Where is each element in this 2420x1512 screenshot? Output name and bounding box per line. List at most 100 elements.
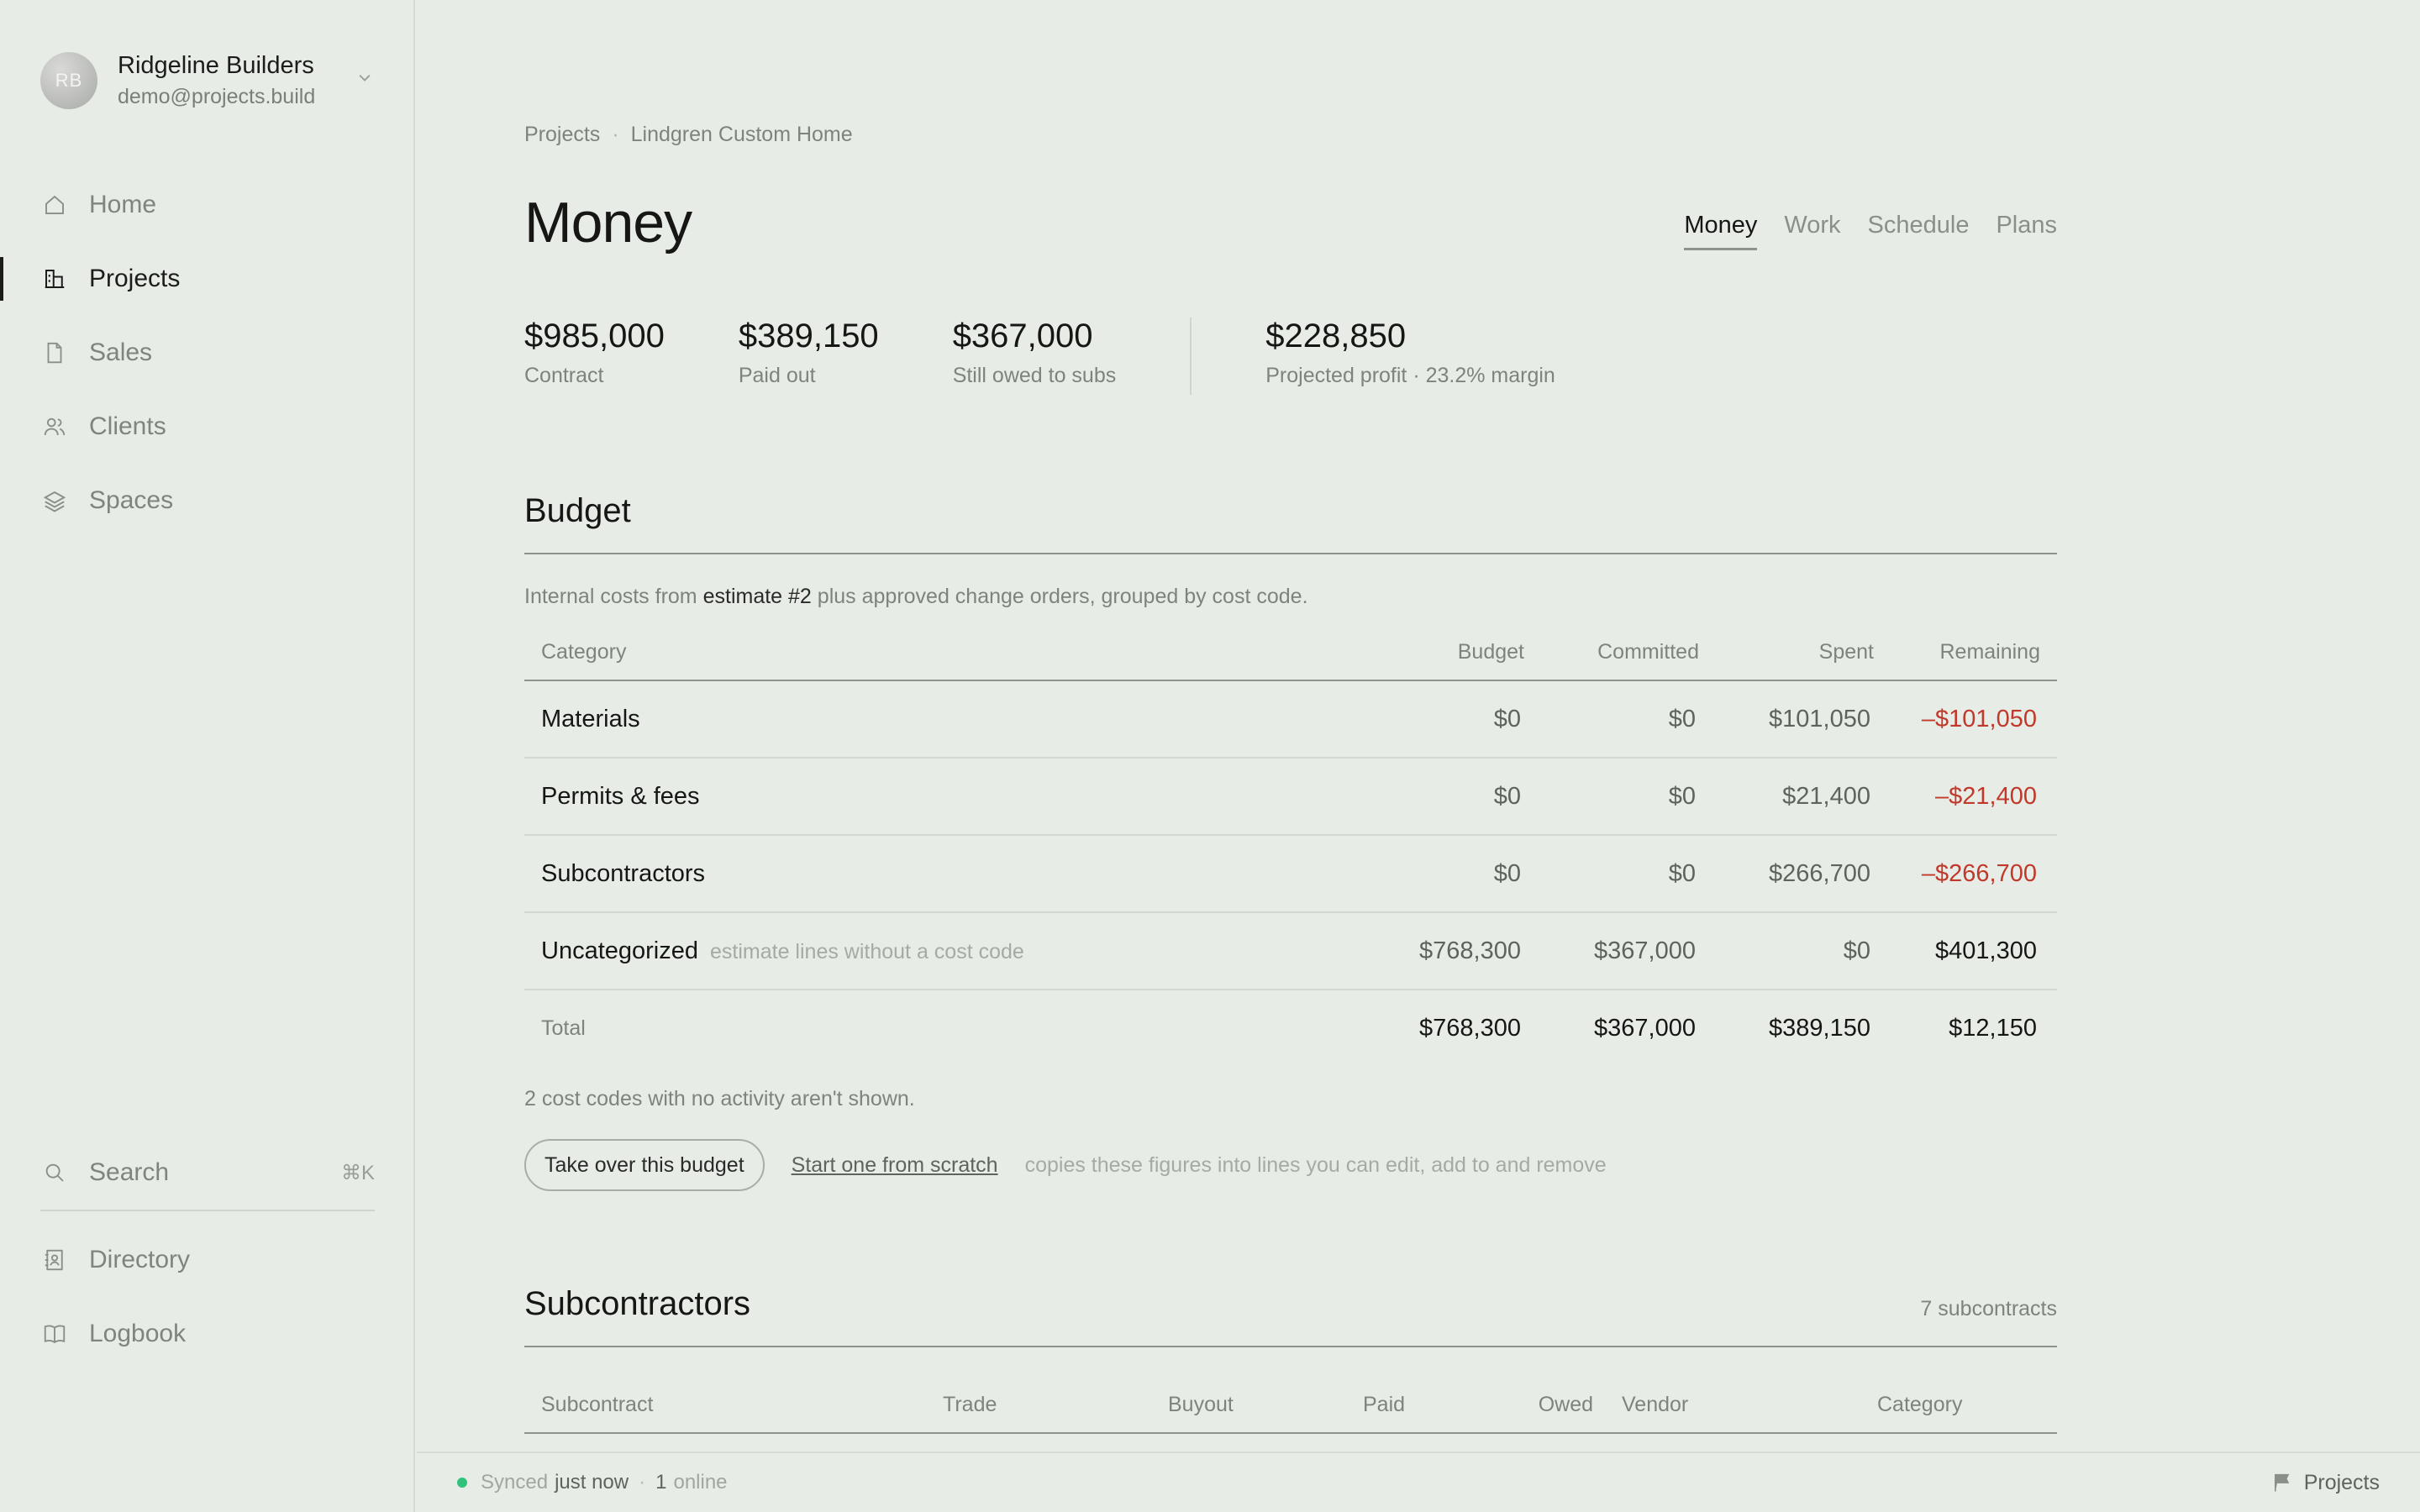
col-subcontract: Subcontract <box>524 1378 926 1434</box>
nav-label: Sales <box>89 339 153 366</box>
breadcrumb-projects[interactable]: Projects <box>524 123 601 146</box>
stat-label: Paid out <box>738 364 816 387</box>
cell-category: Permits & fees <box>524 758 1366 836</box>
col-paid: Paid <box>1346 1378 1512 1434</box>
cell-remaining: –$21,400 <box>1891 758 2057 836</box>
col-vendor: Vendor <box>1605 1378 1860 1434</box>
nav-item-directory[interactable]: Directory <box>0 1223 415 1297</box>
nav-label: Clients <box>89 412 166 440</box>
org-name: Ridgeline Builders <box>118 52 314 79</box>
total-remaining: $12,150 <box>1949 1015 2037 1042</box>
cell-spent: $0 <box>1716 912 1891 990</box>
avatar: RB <box>40 52 97 109</box>
action-hint: copies these figures into lines you can … <box>1024 1152 1607 1177</box>
col-owed: Owed <box>1512 1378 1605 1434</box>
cell-committed: $0 <box>1541 680 1716 759</box>
book-icon <box>40 1320 69 1348</box>
col-spent: Spent <box>1716 625 1891 681</box>
summary-stats: $985,000 Contract $389,150 Paid out $367… <box>524 318 1629 395</box>
subcontractors-table: Subcontract Trade Buyout Paid Owed Vendo… <box>524 1378 2057 1434</box>
desc-text: plus approved change orders, grouped by … <box>817 585 1308 608</box>
tab-schedule[interactable]: Schedule <box>1867 212 1970 239</box>
estimate-link[interactable]: estimate #2 <box>702 585 812 608</box>
online-count: 1 <box>655 1471 667 1494</box>
synced-label: Synced <box>481 1471 549 1494</box>
cell-category: Materials <box>524 680 1366 759</box>
status-bar: Synced just now · 1 online Projects <box>417 1452 2420 1512</box>
stat-label: Projected profit · 23.2% margin <box>1265 364 1555 387</box>
tab-work[interactable]: Work <box>1784 212 1841 239</box>
stat-value: $389,150 <box>738 318 879 354</box>
nav-item-home[interactable]: Home <box>0 168 415 242</box>
table-header-row: Subcontract Trade Buyout Paid Owed Vendo… <box>524 1378 2057 1434</box>
subcontractors-section-title: Subcontractors <box>524 1285 751 1322</box>
category-name: Uncategorized <box>541 937 698 964</box>
stat-value: $367,000 <box>952 318 1093 354</box>
stat-contract: $985,000 Contract <box>524 318 665 395</box>
cell-spent: $101,050 <box>1716 680 1891 759</box>
subcontract-count: 7 subcontracts <box>1920 1297 2057 1320</box>
stat-label: Contract <box>524 364 604 387</box>
col-category: Category <box>524 625 1366 681</box>
layers-icon <box>40 486 69 515</box>
online-status-dot <box>457 1478 467 1488</box>
budget-description: Internal costs from estimate #2 plus app… <box>524 585 1308 609</box>
nav-item-sales[interactable]: Sales <box>0 316 415 390</box>
subcontractors-section-rule <box>524 1346 2057 1347</box>
org-info: Ridgeline Builders demo@projects.build <box>118 52 376 109</box>
cell-remaining: –$266,700 <box>1891 835 2057 913</box>
contact-book-icon <box>40 1246 69 1274</box>
tab-money[interactable]: Money <box>1684 212 1758 250</box>
nav-item-clients[interactable]: Clients <box>0 390 415 464</box>
chevron-down-icon[interactable] <box>353 66 376 89</box>
nav-item-projects[interactable]: Projects <box>0 242 415 316</box>
tab-plans[interactable]: Plans <box>1996 212 2057 239</box>
take-over-budget-button[interactable]: Take over this budget <box>524 1139 765 1191</box>
budget-section-title: Budget <box>524 492 631 529</box>
nav-label: Directory <box>89 1246 191 1273</box>
nav-item-spaces[interactable]: Spaces <box>0 464 415 538</box>
cell-category: Subcontractors <box>524 835 1366 913</box>
stat-owed: $367,000 Still owed to subs <box>953 318 1117 395</box>
table-row[interactable]: Materials $0 $0 $101,050 –$101,050 <box>524 680 2057 759</box>
org-email: demo@projects.build <box>118 85 316 108</box>
col-budget: Budget <box>1366 625 1541 681</box>
status-projects-label: Projects <box>2303 1470 2380 1494</box>
table-row[interactable]: Subcontractors $0 $0 $266,700 –$266,700 <box>524 835 2057 913</box>
category-hint: estimate lines without a cost code <box>710 939 1024 963</box>
stat-label: Still owed to subs <box>952 364 1117 387</box>
table-row[interactable]: Uncategorized estimate lines without a co… <box>524 912 2057 990</box>
stat-value: $228,850 <box>1265 318 1407 354</box>
table-row[interactable]: Permits & fees $0 $0 $21,400 –$21,400 <box>524 758 2057 836</box>
col-committed: Committed <box>1541 625 1716 681</box>
total-committed: $367,000 <box>1594 1015 1696 1042</box>
start-from-scratch-link[interactable]: Start one from scratch <box>791 1152 998 1177</box>
breadcrumb-separator: · <box>612 123 619 146</box>
cell-budget: $0 <box>1366 835 1541 913</box>
nav-label: Logbook <box>89 1320 187 1347</box>
breadcrumb-current[interactable]: Lindgren Custom Home <box>630 123 853 146</box>
col-remaining: Remaining <box>1891 625 2057 681</box>
cell-remaining: –$101,050 <box>1891 680 2057 759</box>
cell-remaining: $401,300 <box>1891 912 2057 990</box>
nav-item-logbook[interactable]: Logbook <box>0 1297 415 1371</box>
org-switcher[interactable]: RB Ridgeline Builders demo@projects.buil… <box>40 52 376 109</box>
sidebar-divider <box>40 1210 375 1211</box>
page-title: Money <box>524 191 692 255</box>
search-shortcut: ⌘K <box>340 1161 375 1184</box>
stats-divider <box>1190 318 1192 395</box>
budget-table: Category Budget Committed Spent Remainin… <box>524 625 2057 1067</box>
total-budget: $768,300 <box>1419 1015 1521 1042</box>
users-icon <box>40 412 69 441</box>
budget-section-rule <box>524 553 2057 554</box>
stat-paid-out: $389,150 Paid out <box>739 318 879 395</box>
cell-committed: $0 <box>1541 758 1716 836</box>
col-trade: Trade <box>926 1378 1151 1434</box>
stat-value: $985,000 <box>524 318 665 354</box>
hidden-codes-note: 2 cost codes with no activity aren't sho… <box>524 1087 915 1110</box>
status-projects-link[interactable]: Projects <box>2270 1471 2380 1495</box>
cell-committed: $0 <box>1541 835 1716 913</box>
nav-label: Spaces <box>89 486 174 514</box>
desc-text: Internal costs from <box>524 585 697 608</box>
search-button[interactable]: Search ⌘K <box>0 1136 415 1210</box>
